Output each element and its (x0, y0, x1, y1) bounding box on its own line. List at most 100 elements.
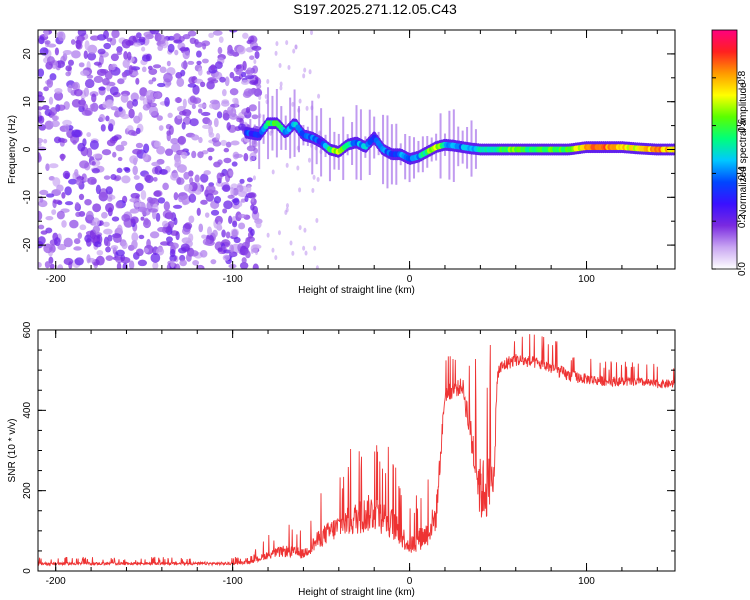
noise-mark (181, 151, 188, 159)
noise-mark (279, 81, 283, 87)
noise-mark (64, 124, 70, 133)
noise-mark (244, 239, 251, 248)
snr-y-tick-label: 600 (22, 321, 33, 338)
noise-mark (149, 231, 160, 239)
noise-mark (240, 79, 250, 85)
noise-mark (203, 170, 211, 176)
noise-mark (188, 193, 197, 203)
spectrogram-y-tick-label: -20 (22, 237, 33, 252)
noise-mark (207, 226, 213, 236)
noise-mark (230, 186, 235, 197)
noise-mark (141, 46, 146, 52)
noise-mark (157, 197, 166, 204)
noise-mark (84, 198, 92, 206)
snr-series-line (38, 334, 675, 567)
noise-mark (38, 142, 42, 147)
noise-mark (92, 225, 100, 234)
noise-mark (116, 224, 123, 235)
spectrogram-y-tick-label: 10 (22, 96, 33, 108)
noise-mark (38, 262, 42, 268)
noise-mark (128, 64, 134, 75)
noise-mark (207, 147, 215, 153)
noise-mark (101, 149, 112, 156)
noise-mark (264, 94, 268, 100)
noise-mark (56, 184, 64, 192)
noise-mark (103, 42, 112, 50)
noise-mark (197, 108, 203, 114)
noise-mark (116, 51, 123, 56)
noise-mark (64, 201, 74, 206)
noise-mark (163, 72, 173, 83)
noise-mark (107, 123, 114, 132)
noise-mark (188, 76, 197, 84)
noise-mark (278, 63, 282, 69)
noise-mark (87, 176, 97, 185)
noise-mark (57, 104, 66, 111)
noise-mark (128, 260, 135, 269)
noise-mark (202, 124, 211, 129)
noise-mark (302, 73, 306, 79)
noise-mark (129, 197, 139, 203)
noise-mark (73, 238, 81, 245)
noise-mark (202, 238, 211, 246)
noise-mark (117, 156, 123, 162)
noise-mark (250, 204, 255, 211)
noise-mark (200, 173, 209, 183)
noise-mark (170, 230, 179, 236)
noise-mark (38, 68, 45, 77)
noise-mark (89, 103, 96, 110)
colorbar-tick-label: 0.2 (737, 214, 748, 228)
colorbar (711, 29, 738, 270)
noise-mark (52, 177, 61, 187)
noise-mark (65, 71, 71, 77)
noise-mark (213, 196, 222, 204)
noise-mark (73, 88, 83, 97)
noise-mark (249, 80, 259, 86)
noise-mark (298, 98, 302, 104)
noise-mark (135, 77, 140, 85)
noise-mark (54, 47, 59, 56)
noise-mark (111, 30, 120, 39)
noise-mark (110, 174, 117, 181)
noise-mark (135, 182, 144, 192)
noise-mark (222, 109, 229, 119)
noise-mark (120, 93, 129, 103)
noise-mark (229, 88, 239, 96)
noise-mark (191, 104, 196, 110)
noise-mark (274, 50, 278, 56)
noise-mark (81, 109, 92, 116)
noise-mark (246, 67, 254, 76)
noise-mark (130, 208, 137, 214)
noise-mark (138, 111, 143, 122)
noise-mark (250, 249, 254, 255)
noise-mark (110, 245, 119, 250)
noise-mark (67, 59, 74, 66)
noise-mark (229, 244, 234, 253)
noise-mark (44, 261, 51, 269)
noise-mark (79, 98, 86, 108)
noise-mark (146, 238, 151, 249)
noise-mark (174, 263, 181, 269)
noise-mark (112, 151, 117, 158)
noise-mark (128, 108, 135, 119)
noise-mark (123, 51, 128, 60)
noise-mark (200, 199, 208, 205)
noise-mark (131, 71, 139, 77)
noise-mark (124, 167, 131, 173)
noise-mark (106, 99, 114, 108)
noise-mark (194, 41, 203, 48)
noise-mark (258, 95, 262, 101)
noise-mark (78, 62, 85, 68)
noise-mark (49, 107, 58, 116)
noise-mark (149, 30, 160, 35)
noise-mark (95, 184, 101, 195)
noise-mark (167, 43, 175, 53)
noise-mark (170, 137, 179, 145)
noise-mark (84, 78, 95, 89)
noise-mark (132, 148, 142, 155)
noise-mark (241, 257, 247, 264)
noise-mark (61, 138, 68, 144)
noise-mark (214, 61, 223, 69)
noise-mark (239, 178, 245, 184)
